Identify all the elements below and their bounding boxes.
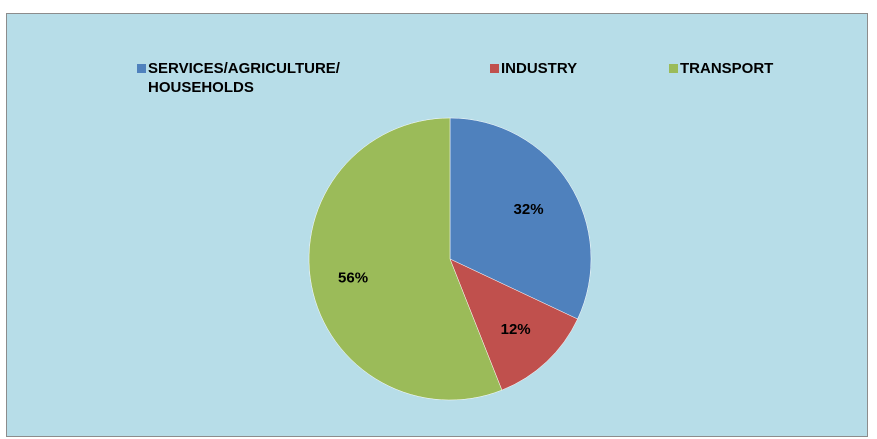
legend-item-transport: TRANSPORT <box>669 59 773 78</box>
data-label-transport: 56% <box>338 269 368 286</box>
pie-slice-transport <box>308 117 503 401</box>
pie-slice-services <box>449 117 592 320</box>
legend-item-services: SERVICES/AGRICULTURE/ HOUSEHOLDS <box>137 59 407 97</box>
pie-data-labels: 32% 12% 56% <box>338 201 544 338</box>
pie-slices <box>308 117 592 401</box>
legend-swatch-industry <box>490 64 499 73</box>
data-label-services: 32% <box>514 201 544 218</box>
pie-slice-industry <box>449 258 578 391</box>
legend-label-transport: TRANSPORT <box>680 60 774 77</box>
legend-label-industry: INDUSTRY <box>501 60 578 77</box>
legend-swatch-transport <box>669 64 678 73</box>
legend-label-services: SERVICES/AGRICULTURE/ HOUSEHOLDS <box>148 60 340 96</box>
data-label-industry: 12% <box>501 321 531 338</box>
legend-swatch-services <box>137 64 146 73</box>
legend-item-industry: INDUSTRY <box>490 59 577 78</box>
